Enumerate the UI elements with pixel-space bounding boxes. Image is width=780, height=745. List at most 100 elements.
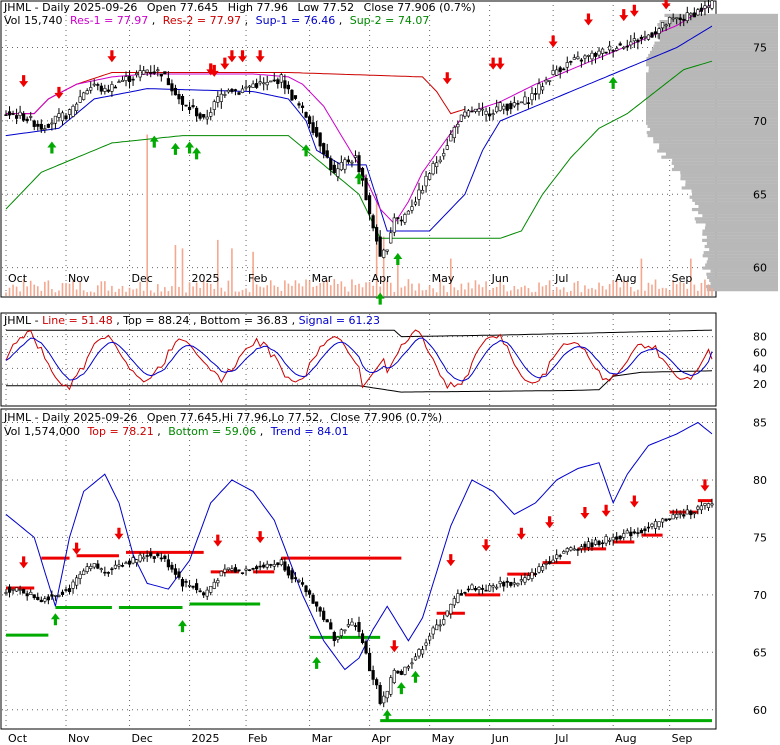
profile-bar-25	[698, 211, 778, 215]
profile-bar-61	[646, 100, 778, 104]
p3-candle-body-27	[99, 568, 103, 571]
p1-candle-body-12	[46, 123, 50, 128]
p3-candle-body-26	[96, 563, 100, 569]
volume-bar-69	[248, 292, 251, 296]
volume-bar-116	[414, 290, 417, 296]
p3-candle-body-57	[205, 589, 209, 597]
profile-bar-39	[671, 167, 778, 172]
p3-y-tick-75: 75	[753, 531, 767, 544]
p1-up-arrow-8	[393, 252, 403, 265]
volume-bar-132	[471, 288, 473, 296]
volume-bar-60	[217, 239, 219, 296]
p3-candle-body-69	[247, 569, 252, 571]
volume-bar-25	[93, 292, 96, 296]
profile-bar-19	[702, 229, 778, 233]
p3-candle-body-0	[4, 592, 8, 594]
volume-bar-23	[86, 292, 88, 296]
volume-bar-64	[231, 248, 233, 296]
p3-candle-body-196	[696, 506, 700, 510]
volume-bar-77	[277, 286, 279, 296]
volume-bar-62	[224, 291, 226, 296]
profile-bar-45	[657, 149, 778, 153]
volume-bar-119	[425, 289, 427, 296]
p1-candle-body-94	[336, 168, 340, 177]
p1-candle-body-39	[142, 70, 146, 75]
p3-x-tick-Mar: Mar	[312, 732, 333, 745]
p3-candle-body-197	[699, 505, 704, 511]
p1-candle-body-185	[657, 28, 661, 34]
volume-bar-55	[199, 288, 201, 296]
p3-candle-body-77	[276, 562, 280, 566]
p3-candle-body-166	[590, 542, 594, 548]
p1-up-arrow-0	[47, 141, 57, 154]
p3-candle-body-33	[120, 565, 125, 567]
p1-candle-body-42	[152, 71, 156, 74]
profile-bar-72	[648, 66, 778, 70]
p3-candle-body-149	[530, 572, 534, 579]
volume-bar-106	[379, 286, 381, 296]
p1-x-tick-Apr: Apr	[372, 272, 392, 285]
p3-candle-body-127	[452, 598, 456, 606]
p1-candle-body-102	[364, 178, 368, 201]
volume-bar-144	[513, 286, 516, 296]
volume-bar-78	[280, 290, 283, 296]
p3-candle-body-128	[456, 593, 460, 603]
p3-candle-body-60	[216, 580, 220, 584]
p3-candle-body-186	[660, 518, 665, 523]
volume-bar-82	[294, 280, 297, 296]
volume-bar-12	[47, 280, 50, 296]
p3-candle-body-18	[67, 588, 72, 593]
p3-candle-body-129	[459, 593, 463, 596]
p3-down-arrow-13	[700, 479, 710, 492]
p1-candle-body-53	[191, 105, 195, 108]
volume-bar-67	[241, 290, 244, 296]
volume-bar-76	[273, 285, 276, 296]
p1-candle-body-168	[597, 50, 601, 56]
p3-candle-body-168	[597, 540, 601, 546]
p3-candle-body-153	[544, 563, 548, 565]
p3-up-arrow-4	[396, 682, 406, 695]
p3-candle-body-193	[685, 509, 689, 515]
p1-candle-body-71	[255, 83, 259, 88]
volume-bar-140	[499, 280, 501, 296]
p3-candle-body-25	[92, 563, 96, 568]
p3-candle-body-164	[583, 543, 587, 548]
p3-up-arrow-1	[178, 620, 187, 633]
volume-bar-0	[5, 292, 7, 296]
p1-candle-body-119	[424, 175, 428, 187]
volume-bar-48	[174, 245, 177, 296]
volume-bar-37	[135, 288, 138, 296]
p1-candle-body-149	[530, 93, 534, 101]
p3-candle-body-102	[364, 641, 368, 654]
profile-bar-56	[646, 115, 778, 119]
p1-candle-body-99	[353, 155, 358, 158]
volume-bar-148	[527, 288, 530, 296]
p1-y-tick-75: 75	[753, 42, 767, 55]
volume-bar-167	[594, 289, 597, 296]
p1-down-arrow-12	[548, 35, 558, 48]
p3-bottom: Bottom = 59.06	[168, 425, 256, 438]
p1-candle-body-19	[71, 105, 75, 117]
p1-candle-body-95	[339, 161, 343, 171]
p3-candle-body-150	[533, 573, 538, 575]
volume-bar-6	[26, 286, 28, 296]
profile-bar-77	[649, 50, 778, 54]
volume-bar-44	[160, 291, 163, 296]
p3-candle-body-189	[671, 514, 675, 520]
p3-candle-body-14	[53, 595, 58, 597]
volume-bar-81	[291, 285, 293, 296]
p1-candle-body-164	[583, 55, 587, 59]
p2-line: Line = 51.48	[42, 314, 113, 327]
p1-candle-body-122	[435, 162, 439, 167]
p3-candle-body-61	[219, 571, 223, 577]
volume-bar-143	[509, 290, 512, 296]
p3-candle-body-108	[385, 690, 389, 699]
p1-candle-body-198	[703, 5, 707, 9]
panel-price-arrows	[19, 0, 671, 305]
p1-candle-body-157	[558, 67, 562, 72]
p1-candle-body-67	[240, 88, 245, 93]
p3-candle-body-12	[46, 596, 50, 601]
p1-candle-body-36	[131, 78, 135, 81]
profile-bar-68	[646, 78, 778, 82]
p3-candle-body-177	[629, 531, 633, 537]
